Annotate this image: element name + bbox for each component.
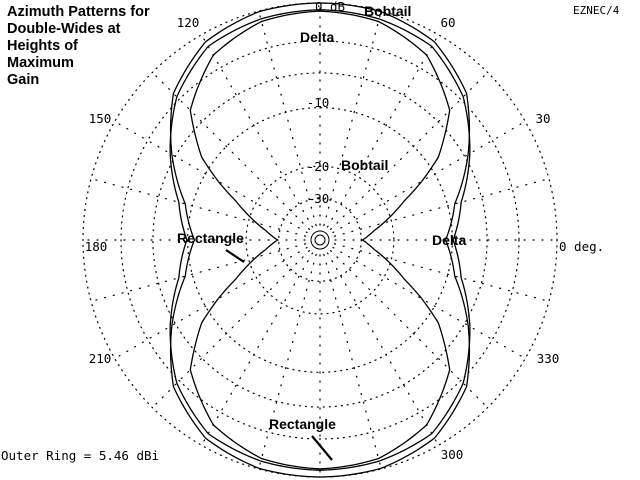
software-brand: EZNEC/4 xyxy=(573,4,620,17)
grid-spoke xyxy=(90,178,307,237)
angle-tick-330: 330 xyxy=(537,351,560,366)
angle-tick-120: 120 xyxy=(177,15,200,30)
title-line: Double-Wides at xyxy=(7,21,121,37)
pattern-curve-delta xyxy=(169,9,471,471)
chart-title: Azimuth Patterns for Double-Wides at Hei… xyxy=(7,4,187,89)
grid-spoke xyxy=(258,253,317,470)
grid-spoke xyxy=(333,243,550,302)
grid-spoke xyxy=(114,120,308,234)
angle-tick-30: 30 xyxy=(535,111,550,126)
grid-spoke xyxy=(332,120,526,234)
pattern-curves xyxy=(169,2,471,478)
grid-ring xyxy=(278,198,362,282)
grid-ring xyxy=(152,72,488,408)
label-delta-top: Delta xyxy=(300,29,334,45)
angle-tick-60: 60 xyxy=(440,15,455,30)
label-delta-right: Delta xyxy=(432,232,466,248)
angle-tick-300: 300 xyxy=(441,447,464,462)
label-bobtail-top: Bobtail xyxy=(364,3,411,19)
grid-spoke xyxy=(200,252,314,446)
grid-ring xyxy=(120,40,520,440)
radial-tick-0db: 0 dB xyxy=(315,0,345,14)
grid-spoke xyxy=(330,250,489,409)
title-line: Gain xyxy=(7,72,40,88)
angle-tick-150: 150 xyxy=(89,111,112,126)
grid-ring xyxy=(245,165,395,315)
label-rectangle-bottom: Rectangle xyxy=(269,416,336,432)
grid-spoke xyxy=(333,178,550,237)
pointer-rectangle-left xyxy=(225,249,245,263)
radial-tick-minus30: -30 xyxy=(307,191,330,206)
grid-spoke xyxy=(332,246,526,360)
grid-spoke xyxy=(200,34,314,228)
pattern-curve-bobtail xyxy=(169,2,471,478)
pattern-curve-rectangle xyxy=(189,10,451,470)
grid-spoke xyxy=(326,252,440,446)
center-ring xyxy=(314,234,326,246)
grid-spoke xyxy=(90,243,307,302)
grid-spoke xyxy=(323,10,382,227)
pointer-rectangle-bottom xyxy=(311,435,333,461)
center-ring xyxy=(310,230,330,250)
title-line: Maximum xyxy=(7,55,74,71)
label-rectangle-left: Rectangle xyxy=(177,230,244,246)
angle-tick-210: 210 xyxy=(89,351,112,366)
title-line: Heights of xyxy=(7,38,78,54)
angle-tick-180: 180 xyxy=(85,239,108,254)
grid-spoke xyxy=(326,34,440,228)
label-bobtail-inner: Bobtail xyxy=(341,157,388,173)
polar-grid xyxy=(82,2,558,478)
radial-tick-minus10: -10 xyxy=(307,95,330,110)
grid-spoke xyxy=(151,71,310,230)
grid-spoke xyxy=(151,250,310,409)
label-pointers xyxy=(225,249,333,461)
title-line: Azimuth Patterns for xyxy=(7,4,150,20)
outer-ring-note: Outer Ring = 5.46 dBi xyxy=(1,448,160,463)
radial-tick-minus20: -20 xyxy=(307,159,330,174)
grid-spoke xyxy=(114,246,308,360)
grid-spoke xyxy=(330,71,489,230)
grid-spoke xyxy=(323,253,382,470)
grid-spoke xyxy=(258,10,317,227)
angle-tick-0: 0 deg. xyxy=(559,239,604,254)
